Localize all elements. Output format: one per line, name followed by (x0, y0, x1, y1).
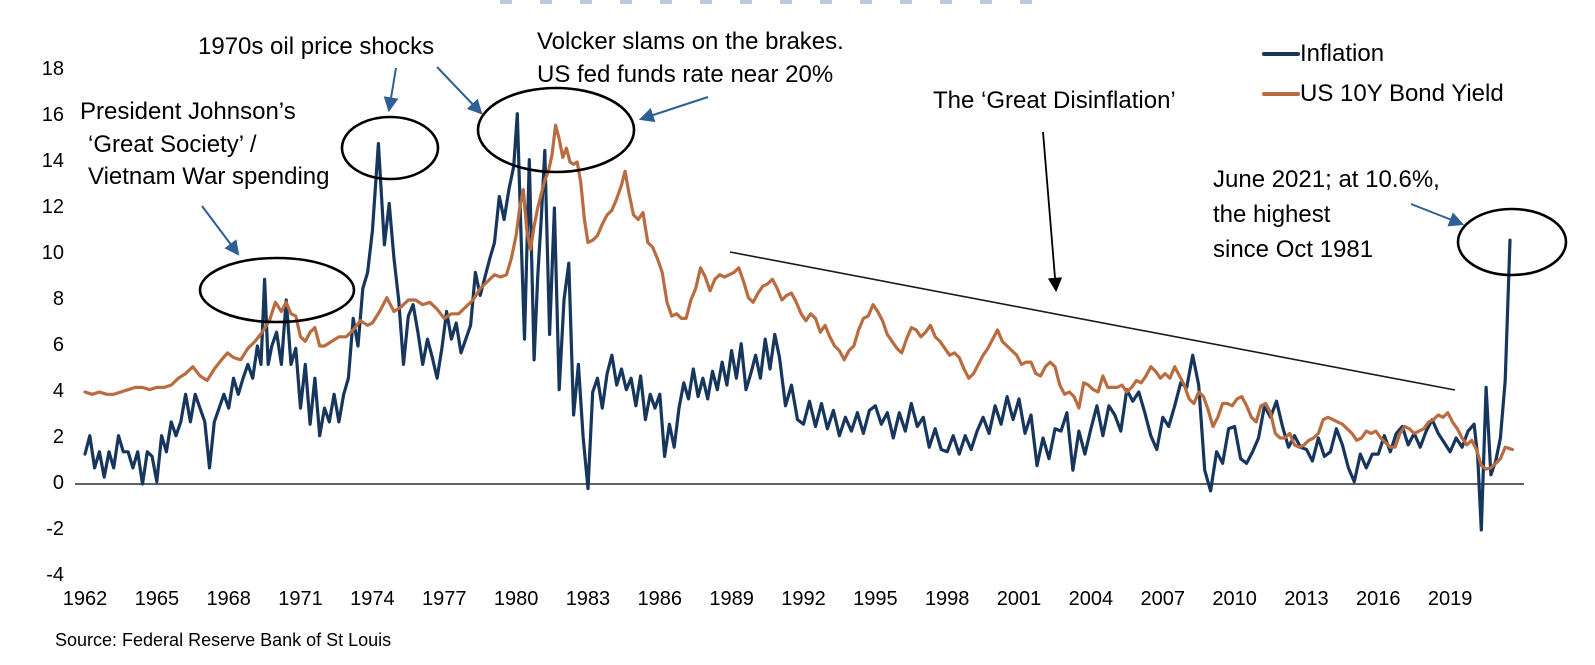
annotation-oil-shocks: 1970s oil price shocks (198, 31, 434, 64)
x-tick-label: 2016 (1356, 588, 1401, 610)
great-disinflation-arrow-icon (1042, 131, 1063, 293)
x-tick-label: 1962 (62, 588, 108, 610)
x-tick-label: 1995 (853, 588, 898, 610)
legend-label: US 10Y Bond Yield (1300, 80, 1504, 107)
x-tick-label: 1971 (278, 588, 323, 610)
june-2021-ellipse (1456, 207, 1568, 277)
bond-yield-line-swatch-icon (1262, 92, 1300, 96)
y-tick-label: 6 (52, 334, 64, 356)
annotation-johnson: President Johnson’s ‘Great Society’ / Vi… (80, 96, 329, 194)
x-tick-label: 1980 (493, 588, 539, 610)
x-tick-label: 1974 (350, 588, 395, 610)
oil-shocks-arrow-right-icon (436, 66, 483, 115)
y-tick-label: 14 (41, 150, 64, 172)
x-tick-label: 2001 (996, 588, 1042, 610)
x-tick-label: 2004 (1068, 588, 1114, 610)
x-tick-label: 1989 (709, 588, 754, 610)
chart-legend: Inflation US 10Y Bond Yield (1262, 34, 1504, 114)
annotation-text: President Johnson’s (80, 98, 296, 125)
y-tick-label: 18 (41, 58, 64, 80)
annotation-text: The ‘Great Disinflation’ (933, 87, 1176, 114)
clipped-title-remnant (500, 0, 1060, 4)
y-tick-label: 12 (41, 196, 64, 218)
legend-item-bond-yield: US 10Y Bond Yield (1262, 74, 1504, 114)
y-tick-label: -2 (46, 518, 64, 540)
annotation-text: US fed funds rate near 20% (537, 60, 834, 88)
y-tick-label: 2 (52, 426, 64, 448)
oil-shock-1974-ellipse (340, 115, 440, 181)
annotation-great-disinflation: The ‘Great Disinflation’ (933, 85, 1176, 118)
annotation-volcker: Volcker slams on the brakes. US fed fund… (537, 26, 844, 91)
y-tick-label: 0 (52, 472, 64, 494)
y-tick-label: 4 (52, 380, 64, 402)
x-tick-label: 1983 (565, 588, 611, 610)
inflation-line (83, 112, 1512, 532)
x-tick-label: 1965 (134, 588, 180, 610)
annotation-text: June 2021; at 10.6%, (1213, 166, 1440, 193)
oil-shocks-arrow-left-icon (383, 67, 399, 113)
johnson-ellipse (198, 256, 356, 324)
y-tick-label: -4 (46, 564, 64, 586)
y-tick-label: 8 (52, 288, 64, 310)
x-tick-label: 2013 (1284, 588, 1329, 610)
june-2021-arrow-icon (1410, 203, 1465, 227)
great-disinflation-trend-line (729, 251, 1456, 391)
inflation-line-swatch-icon (1262, 52, 1300, 56)
annotation-text: ‘Great Society’ / (88, 130, 257, 158)
x-tick-label: 1968 (206, 588, 251, 610)
volcker-ellipse (476, 86, 636, 174)
legend-label: Inflation (1300, 40, 1385, 67)
johnson-arrow-icon (201, 205, 240, 256)
x-tick-label: 1998 (924, 588, 970, 610)
x-tick-label: 2010 (1212, 588, 1257, 610)
annotation-text: Vietnam War spending (88, 163, 330, 191)
annotation-june-2021: June 2021; at 10.6%, the highest since O… (1213, 163, 1440, 267)
bond-yield-line (83, 123, 1515, 471)
source-note: Source: Federal Reserve Bank of St Louis (55, 630, 392, 650)
x-tick-label: 1986 (637, 588, 683, 610)
annotation-text: 1970s oil price shocks (198, 33, 435, 60)
volcker-arrow-icon (638, 96, 709, 123)
annotation-text: since Oct 1981 (1213, 235, 1374, 263)
legend-item-inflation: Inflation (1262, 34, 1504, 74)
x-tick-label: 1977 (422, 588, 467, 610)
y-tick-label: 16 (41, 104, 64, 126)
x-tick-label: 2019 (1427, 588, 1473, 610)
annotation-text: Volcker slams on the brakes. (537, 28, 844, 55)
x-tick-label: 1992 (781, 588, 826, 610)
y-tick-label: 10 (41, 242, 64, 264)
x-tick-label: 2007 (1140, 588, 1186, 610)
annotation-text: the highest (1213, 200, 1331, 228)
